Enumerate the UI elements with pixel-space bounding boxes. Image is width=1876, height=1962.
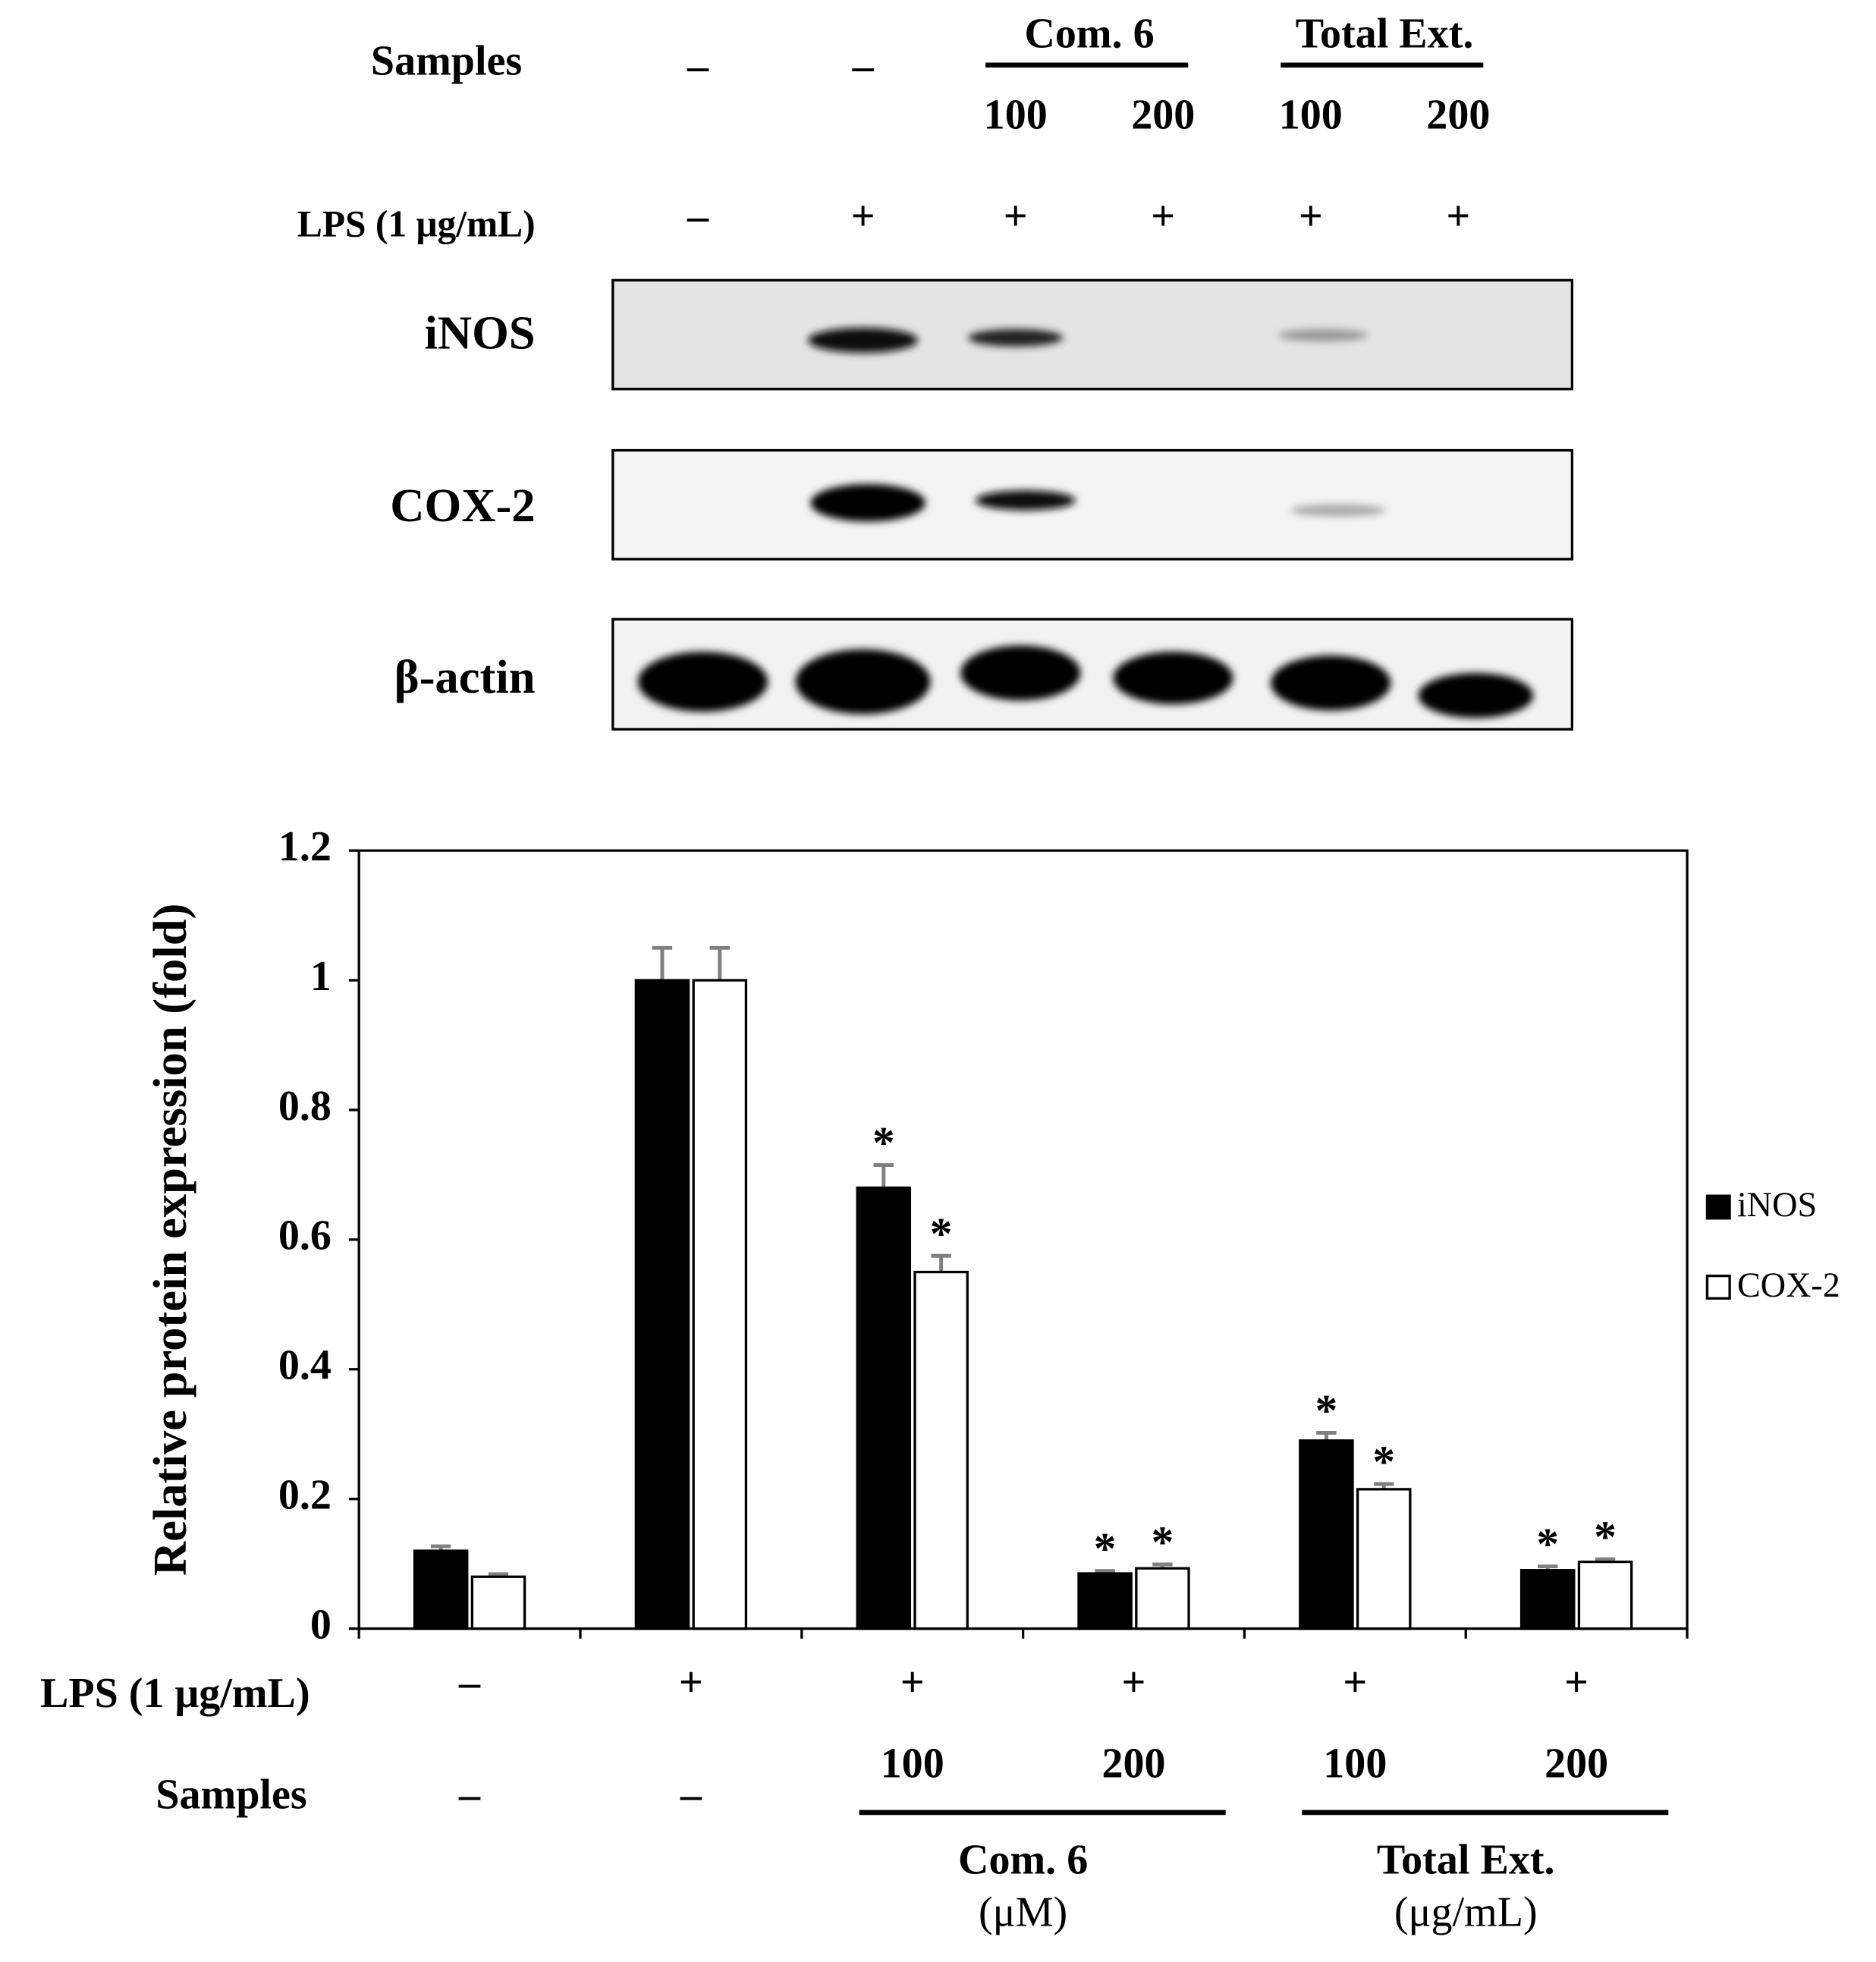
legend-label: iNOS — [1737, 1185, 1817, 1224]
row-label: LPS (1 μg/mL) — [297, 203, 536, 244]
lps-sign: + — [1122, 1659, 1146, 1706]
row-label: Samples — [371, 38, 522, 85]
significance: * — [1594, 1512, 1617, 1562]
lps-sign: + — [1151, 193, 1175, 240]
x-tick-label: 200 — [1101, 1740, 1165, 1787]
row-label: Samples — [156, 1772, 306, 1819]
legend-swatch — [1705, 1275, 1731, 1300]
bar — [1577, 1560, 1633, 1630]
y-tick-label: 0 — [310, 1601, 332, 1648]
band-label: COX-2 — [390, 479, 535, 532]
bar — [1299, 1439, 1354, 1630]
x-tick-label: 100 — [881, 1740, 944, 1787]
dose-label: 100 — [1279, 92, 1343, 139]
band — [1290, 504, 1386, 517]
bar — [413, 1549, 469, 1630]
blot-panel — [611, 278, 1574, 391]
bands — [637, 327, 1534, 718]
y-tick-label: 1.2 — [278, 823, 332, 870]
dose-label: 200 — [1426, 92, 1490, 139]
x-tick-label: 100 — [1323, 1740, 1387, 1787]
band — [960, 645, 1081, 701]
significance: * — [930, 1209, 953, 1259]
bar — [1077, 1572, 1133, 1630]
band — [795, 649, 931, 715]
lps-sign: + — [679, 1659, 703, 1706]
band-label: β-actin — [394, 650, 536, 703]
bar — [634, 979, 690, 1630]
y-tick-label: 1 — [310, 953, 332, 1000]
blot-panel — [611, 618, 1574, 731]
dose-label: 200 — [1131, 92, 1195, 139]
y-tick-label: 0.8 — [278, 1083, 332, 1130]
band — [1271, 655, 1391, 711]
group-unit: (μg/mL) — [1394, 1889, 1538, 1936]
blot-panels — [611, 278, 1574, 731]
x-tick-label: – — [458, 1772, 481, 1819]
lps-sign: + — [900, 1659, 925, 1706]
lps-sign: + — [1446, 193, 1470, 240]
significance: * — [1536, 1519, 1559, 1569]
y-axis-label: Relative protein expression (fold) — [143, 904, 196, 1577]
y-tick-label: 0.4 — [278, 1342, 332, 1389]
band — [1277, 329, 1369, 342]
group-name: Total Ext. — [1296, 10, 1474, 57]
lps-sign: + — [1343, 1659, 1367, 1706]
band — [810, 484, 926, 522]
group-name: Com. 6 — [1024, 10, 1154, 57]
band-label: iNOS — [424, 307, 535, 360]
lps-sign: – — [458, 1659, 481, 1706]
band — [808, 327, 919, 353]
group-name: Com. 6 — [958, 1836, 1088, 1883]
bar — [470, 1575, 526, 1630]
sample-sign: – — [687, 42, 709, 90]
significance: * — [1315, 1385, 1338, 1435]
lps-sign: – — [687, 193, 709, 240]
band — [637, 651, 768, 712]
bar — [1135, 1567, 1190, 1630]
band — [968, 329, 1064, 347]
legend-swatch — [1705, 1194, 1731, 1220]
lps-sign: + — [851, 193, 875, 240]
sample-sign: – — [852, 42, 875, 90]
blot-panel — [611, 448, 1574, 561]
group-name: Total Ext. — [1377, 1836, 1555, 1883]
dose-label: 100 — [984, 92, 1048, 139]
y-tick-label: 0.6 — [278, 1212, 332, 1259]
legend-label: COX-2 — [1737, 1266, 1840, 1304]
bar — [1519, 1569, 1576, 1630]
significance: * — [1372, 1437, 1395, 1487]
significance: * — [872, 1118, 895, 1168]
y-tick-label: 0.2 — [278, 1472, 332, 1519]
lps-sign: + — [1564, 1659, 1588, 1706]
bar — [692, 979, 748, 1630]
row-label: LPS (1 μg/mL) — [40, 1670, 310, 1717]
significance: * — [1094, 1523, 1117, 1574]
bar — [913, 1270, 969, 1630]
band — [975, 490, 1076, 511]
bar — [1356, 1488, 1412, 1630]
lps-sign: + — [1299, 193, 1323, 240]
x-tick-label: – — [680, 1772, 702, 1819]
x-tick-label: 200 — [1544, 1740, 1608, 1787]
significance: * — [1152, 1517, 1174, 1567]
band — [1113, 651, 1233, 705]
bar — [856, 1186, 912, 1630]
group-unit: (μM) — [979, 1889, 1067, 1936]
lps-sign: + — [1004, 193, 1028, 240]
band — [1418, 673, 1534, 718]
